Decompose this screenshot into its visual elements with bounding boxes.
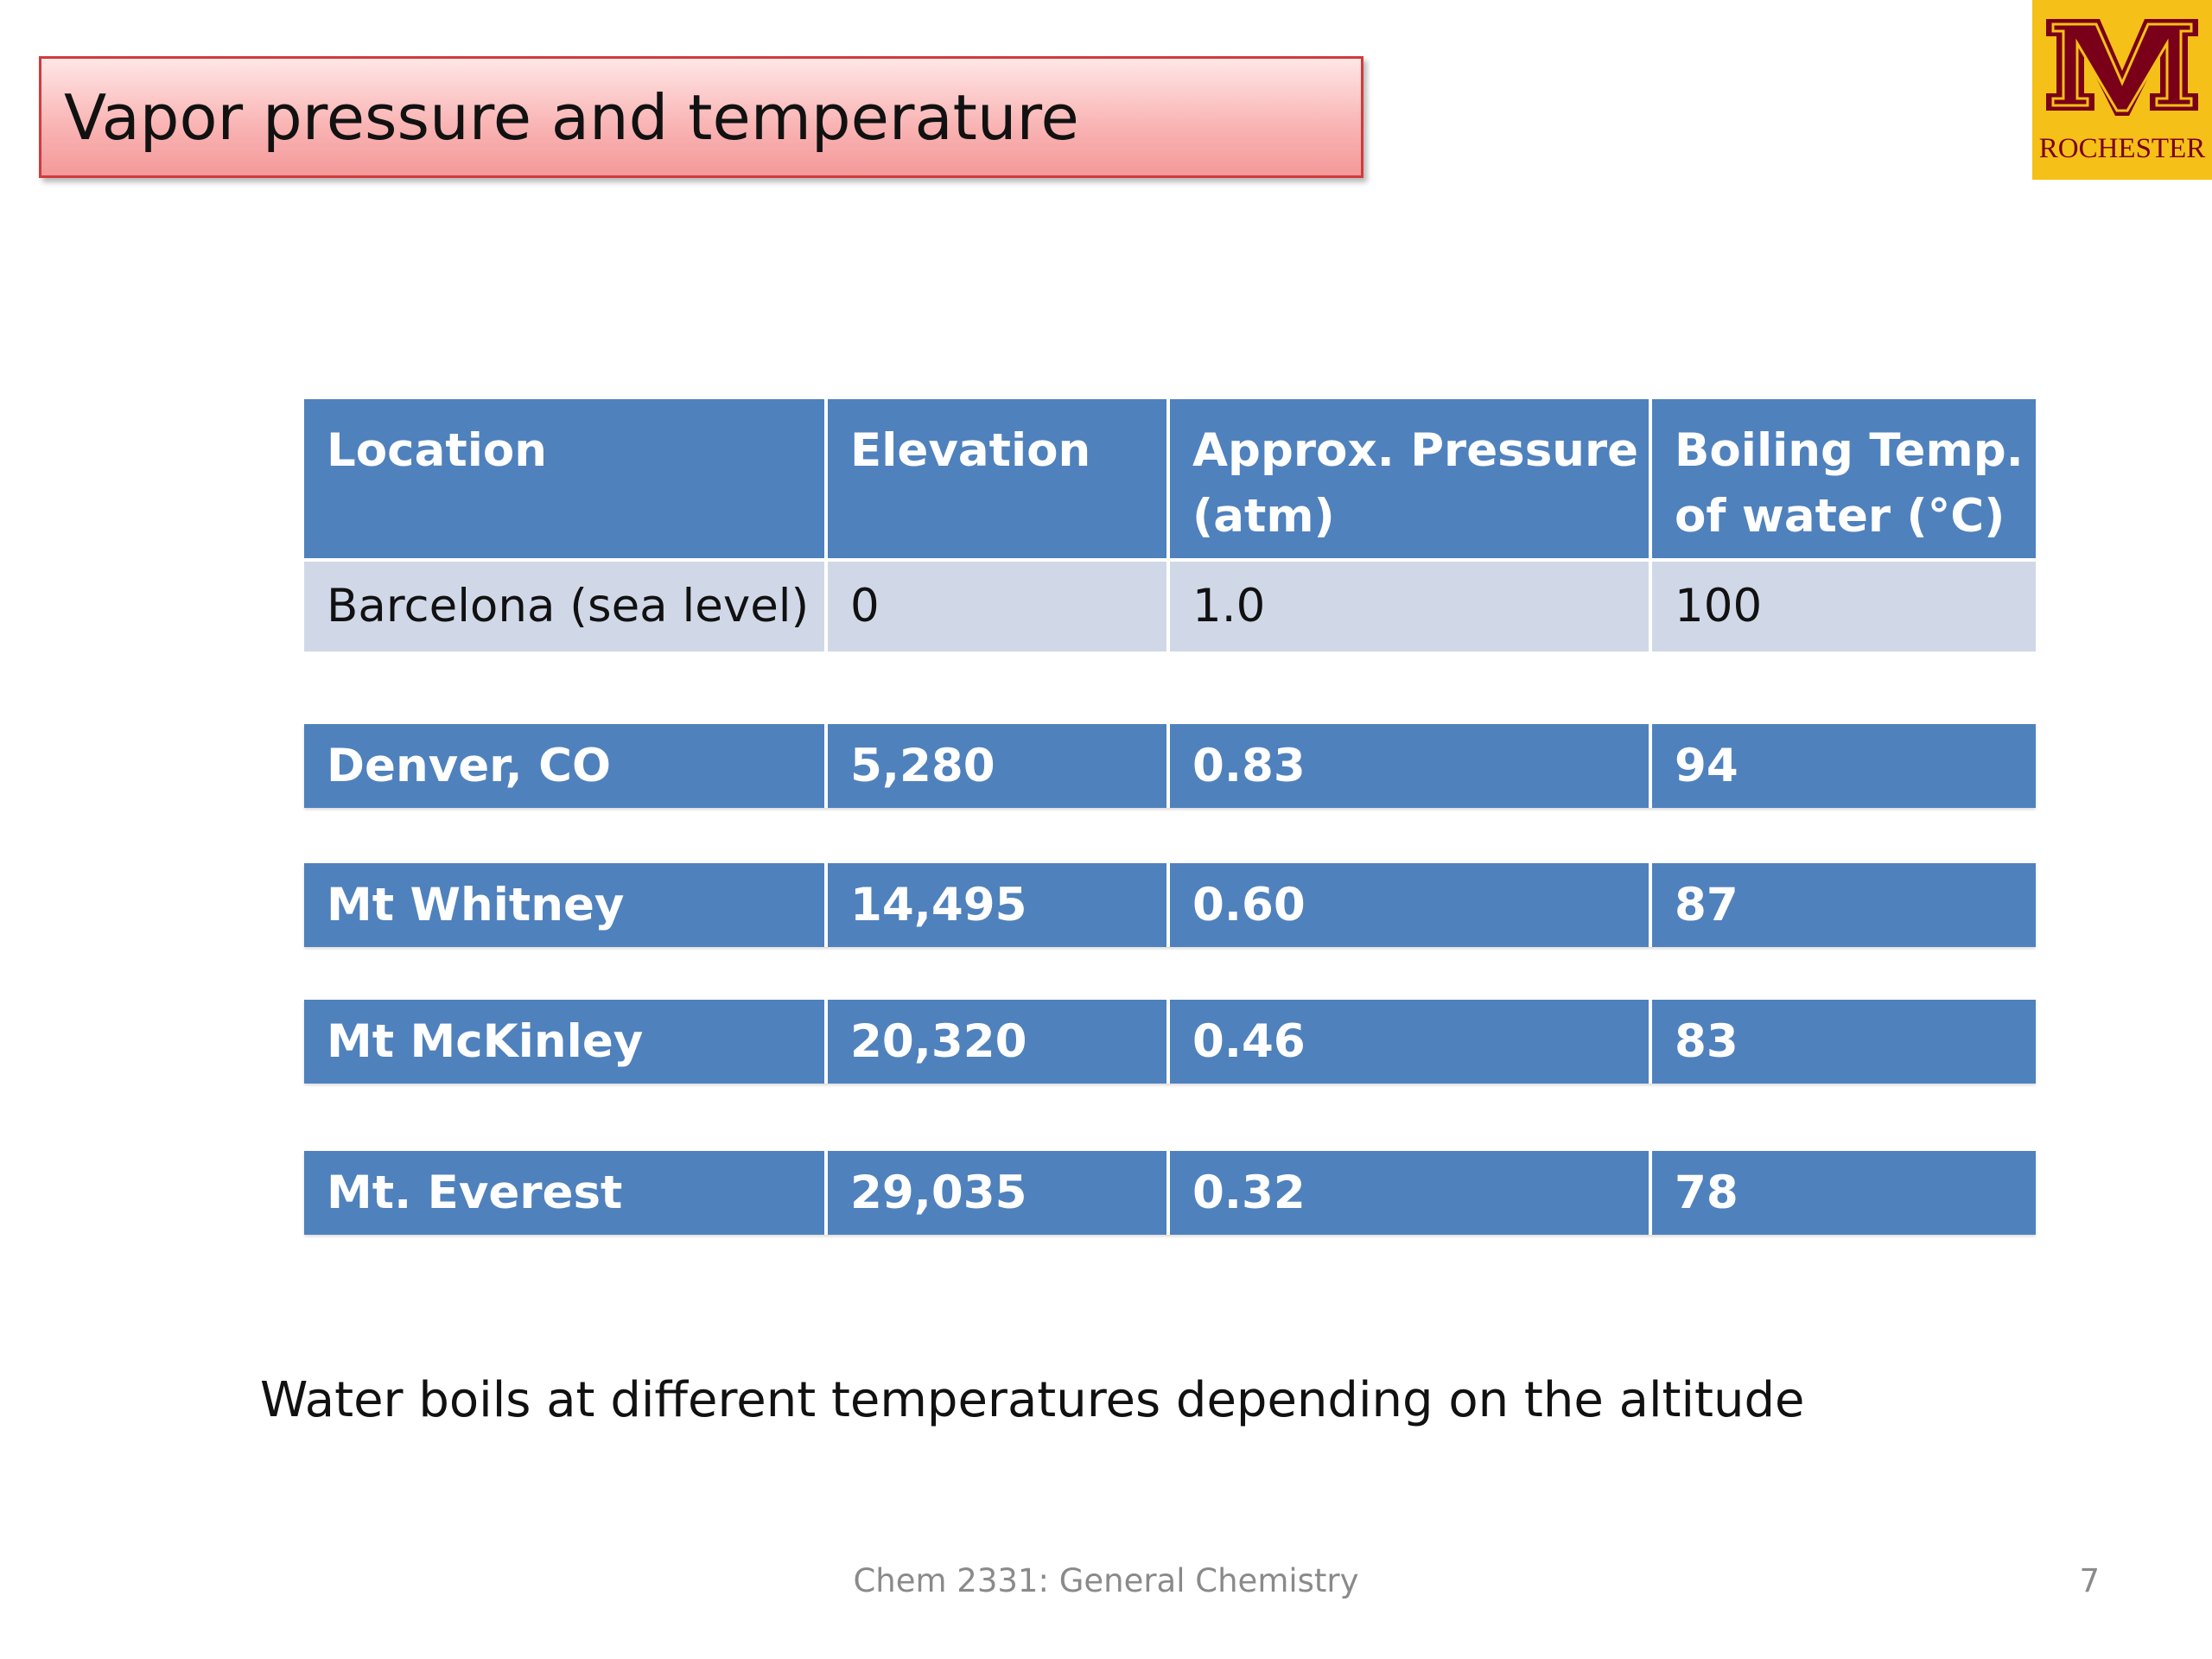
m-logo-icon [2046,19,2198,116]
cell-pressure: 1.0 [1170,562,1652,652]
table-row: Mt McKinley 20,320 0.46 83 [304,1000,2036,1084]
slide-footer: Chem 2331: General Chemistry [853,1562,1359,1599]
table-row: Barcelona (sea level) 0 1.0 100 [304,562,2036,652]
cell-boiling-temp: 83 [1675,1015,1738,1068]
table-row: Denver, CO 5,280 0.83 94 [304,724,2036,808]
cell-elevation: 14,495 [828,863,1170,947]
cell-boiling-temp: 87 [1675,879,1738,931]
cell-location: Denver, CO [304,724,828,808]
cell-location: Mt McKinley [304,1000,828,1084]
cell-boiling-temp: 94 [1675,740,1738,792]
header-location: Location [304,399,828,558]
university-m-logo: ROCHESTER [2032,0,2212,180]
cell-pressure: 0.60 [1170,863,1652,947]
header-elevation: Elevation [828,399,1170,558]
cell-boiling-temp: 100 [1675,580,1763,632]
cell-location: Barcelona (sea level) [304,562,828,652]
cell-pressure: 0.32 [1170,1151,1652,1235]
cell-elevation: 29,035 [828,1151,1170,1235]
header-pressure: Approx. Pressure (atm) [1170,399,1652,558]
cell-boiling-temp: 78 [1675,1166,1738,1219]
cell-pressure: 0.83 [1170,724,1652,808]
cell-elevation: 0 [828,562,1170,652]
table-row: Mt. Everest 29,035 0.32 78 [304,1151,2036,1235]
slide-title: Vapor pressure and temperature [64,80,1079,154]
cell-elevation: 5,280 [828,724,1170,808]
cell-pressure: 0.46 [1170,1000,1652,1084]
slide-caption: Water boils at different temperatures de… [260,1372,1805,1428]
table-row: Mt Whitney 14,495 0.60 87 [304,863,2036,947]
table-header-row: Location Elevation Approx. Pressure (atm… [304,399,2036,558]
cell-location: Mt Whitney [304,863,828,947]
page-number: 7 [2079,1562,2100,1599]
cell-elevation: 20,320 [828,1000,1170,1084]
logo-text: ROCHESTER [2038,133,2206,164]
header-boiling-temp: Boiling Temp. of water (°C) [1675,424,2024,543]
slide-title-box: Vapor pressure and temperature [39,56,1363,178]
cell-location: Mt. Everest [304,1151,828,1235]
